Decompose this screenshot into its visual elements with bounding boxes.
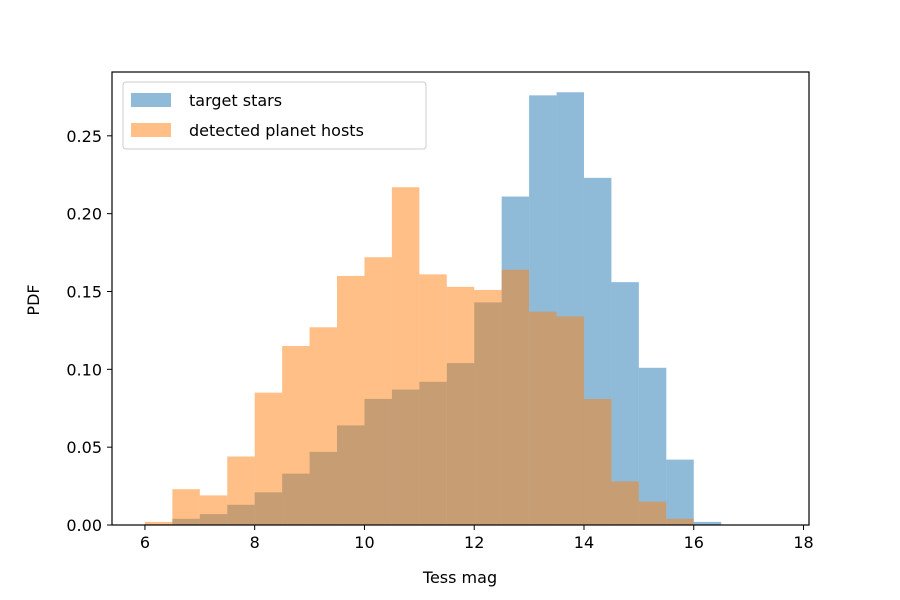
bar-detected-planet-hosts xyxy=(282,345,310,525)
bar-detected-planet-hosts xyxy=(172,489,200,525)
bar-target-stars xyxy=(693,521,722,525)
y-tick-label: 0.00 xyxy=(66,516,102,535)
legend-label-detected-planet-hosts: detected planet hosts xyxy=(189,121,364,140)
y-axis-label: PDF xyxy=(24,284,43,315)
plot-frame xyxy=(111,71,810,526)
bar-detected-planet-hosts xyxy=(419,274,447,525)
x-tick-label: 12 xyxy=(464,533,484,552)
bar-detected-planet-hosts xyxy=(227,456,255,525)
x-axis-ticks: 6 8 10 12 14 16 18 xyxy=(140,525,814,552)
bar-detected-planet-hosts xyxy=(391,187,420,526)
bar-detected-planet-hosts xyxy=(583,398,612,525)
x-axis-label: Tess mag xyxy=(422,568,497,587)
bar-target-stars xyxy=(638,367,667,525)
x-tick-label: 6 xyxy=(140,533,150,552)
legend-box xyxy=(122,81,427,150)
bar-detected-planet-hosts xyxy=(666,518,694,525)
bar-detected-planet-hosts xyxy=(144,521,173,525)
bar-detected-planet-hosts xyxy=(309,327,338,525)
y-tick-label: 0.05 xyxy=(66,438,102,457)
x-tick-label: 10 xyxy=(354,533,374,552)
legend-label-target-stars: target stars xyxy=(189,91,282,110)
y-tick-label: 0.20 xyxy=(66,205,102,224)
bar-detected-planet-hosts xyxy=(638,501,667,525)
bar-detected-planet-hosts xyxy=(474,289,502,525)
y-tick-label: 0.25 xyxy=(66,127,102,146)
legend-swatch-target-stars xyxy=(131,93,171,107)
legend-swatch-detected-planet-hosts xyxy=(131,123,171,137)
legend: target stars detected planet hosts xyxy=(122,81,427,150)
bar-detected-planet-hosts xyxy=(446,286,475,525)
x-tick-label: 8 xyxy=(250,533,260,552)
x-tick-label: 18 xyxy=(793,533,813,552)
bar-detected-planet-hosts xyxy=(611,481,639,525)
bar-detected-planet-hosts xyxy=(199,495,228,525)
bar-detected-planet-hosts xyxy=(364,257,392,525)
y-tick-label: 0.15 xyxy=(66,282,102,301)
bar-detected-planet-hosts xyxy=(501,269,530,525)
bar-target-stars xyxy=(666,459,694,525)
bar-detected-planet-hosts xyxy=(337,275,365,525)
x-tick-label: 16 xyxy=(684,533,704,552)
y-axis-ticks: 0.00 0.05 0.10 0.15 0.20 0.25 xyxy=(66,127,112,535)
bar-detected-planet-hosts xyxy=(529,311,557,525)
x-tick-label: 14 xyxy=(574,533,594,552)
bar-detected-planet-hosts xyxy=(556,316,584,525)
bars-layer xyxy=(144,92,722,526)
bar-detected-planet-hosts xyxy=(254,392,283,525)
y-tick-label: 0.10 xyxy=(66,360,102,379)
